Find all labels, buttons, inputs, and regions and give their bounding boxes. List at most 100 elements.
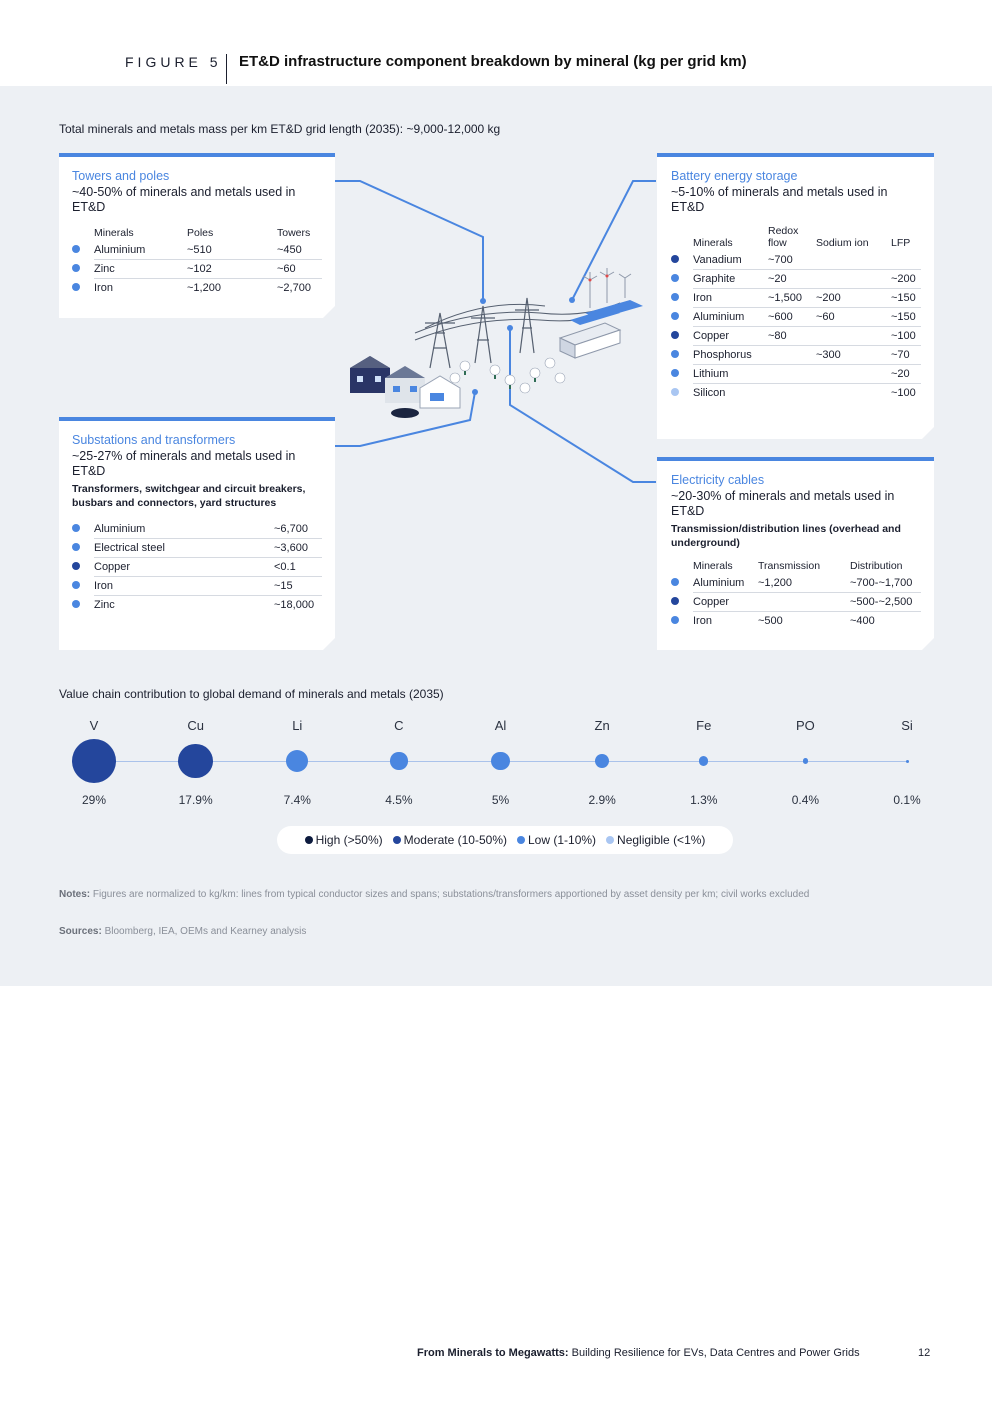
transmission-cell: ~1,200 (758, 574, 850, 593)
level-indicator (671, 612, 693, 631)
battery-subtitle: ~5-10% of minerals and metals used in ET… (671, 185, 888, 214)
level-dot-icon (72, 562, 80, 570)
battery-title: Battery energy storage (671, 169, 798, 183)
level-dot-icon (671, 293, 679, 301)
level-dot-icon (72, 282, 80, 291)
mineral-cell: Copper (94, 557, 274, 577)
level-indicator (671, 574, 693, 593)
table-row: Lithium ~20 (671, 364, 921, 384)
contribution-percent: 0.4% (791, 793, 820, 807)
figure-title: ET&D infrastructure component breakdown … (239, 53, 747, 70)
mineral-symbol: Al (494, 718, 507, 733)
contribution-bubble (491, 751, 510, 771)
transmission-cell: ~500 (758, 615, 783, 627)
towers-cell: ~450 (277, 241, 322, 260)
level-dot-icon (72, 524, 80, 533)
mineral-cell: Silicon (693, 387, 726, 399)
column-header: Minerals (693, 560, 733, 572)
legend-label: High (>50%) (315, 833, 383, 847)
mineral-cell: Aluminium (94, 241, 187, 260)
card-notch (323, 306, 335, 318)
table-row: Iron ~1,200 ~2,700 (72, 279, 322, 298)
substations-title: Substations and transformers (72, 433, 236, 447)
towers-poles-subtitle: ~40-50% of minerals and metals used in E… (72, 185, 296, 214)
contribution-bubble (802, 758, 808, 764)
mineral-cell: Iron (693, 288, 768, 308)
contribution-percent: 0.1% (893, 793, 921, 807)
sodium-cell (816, 384, 891, 403)
mineral-cell: Copper (693, 326, 768, 346)
redox-cell: ~700 (768, 251, 816, 270)
column-header: LFP (891, 237, 911, 249)
level-indicator (671, 289, 693, 308)
legend-dot-icon (304, 836, 313, 844)
legend-item: Low (1-10%) (517, 833, 596, 847)
level-dot-icon (671, 331, 679, 339)
contribution-percent: 4.5% (385, 793, 413, 807)
table-row: Copper ~500-~2,500 (671, 592, 921, 612)
contribution-bubble (72, 739, 116, 783)
redox-cell: ~600 (768, 307, 816, 327)
contribution-bubble (905, 759, 909, 763)
value-chain-title: Value chain contribution to global deman… (59, 687, 444, 701)
value-cell: ~6,700 (274, 520, 322, 539)
column-header: Poles (187, 227, 214, 239)
level-dot-icon (671, 369, 679, 377)
card-notch (922, 427, 934, 439)
legend-label: Negligible (<1%) (617, 833, 706, 847)
contribution-bubble (286, 749, 309, 773)
poles-cell: ~1,200 (187, 282, 221, 294)
contribution-percent: 5% (491, 793, 510, 807)
table-row: Vanadium ~700 (671, 251, 921, 270)
redox-cell: ~1,500 (768, 288, 816, 308)
contribution-percent: 1.3% (690, 793, 718, 807)
column-header: Minerals (94, 227, 134, 239)
distribution-cell: ~500-~2,500 (850, 592, 921, 612)
contribution-percent: 29% (81, 793, 107, 807)
page-number: 12 (918, 1347, 931, 1359)
mineral-cell: Electrical steel (94, 538, 274, 558)
mineral-symbol: PO (795, 718, 815, 733)
substations-card: Substations and transformers ~25-27% of … (59, 417, 335, 650)
substations-description: Transformers, switchgear and circuit bre… (72, 483, 306, 509)
lfp-cell: ~100 (891, 387, 916, 399)
contribution-percent: 2.9% (588, 793, 616, 807)
redox-cell (768, 384, 816, 403)
figure-divider (226, 54, 227, 84)
lfp-cell: ~70 (891, 345, 921, 365)
poles-cell: ~102 (187, 259, 277, 279)
column-header: Towers (277, 227, 311, 239)
sodium-cell: ~60 (816, 307, 891, 327)
level-dot-icon (671, 312, 679, 320)
transmission-cell (758, 592, 850, 612)
contribution-percent: 7.4% (283, 793, 311, 807)
sources-label: Sources: (59, 926, 102, 937)
level-indicator (72, 577, 94, 596)
table-row: Zinc ~102 ~60 (72, 259, 322, 279)
mineral-cell: Iron (693, 615, 712, 627)
redox-cell: ~20 (768, 269, 816, 289)
level-dot-icon (72, 264, 80, 272)
mineral-cell: Lithium (693, 364, 768, 384)
table-row: Aluminium ~1,200 ~700-~1,700 (671, 574, 921, 593)
cables-title: Electricity cables (671, 473, 765, 487)
table-row: Iron ~500 ~400 (671, 612, 921, 631)
level-indicator (671, 308, 693, 327)
table-row: Graphite ~20 ~200 (671, 269, 921, 289)
towers-cell: ~2,700 (277, 282, 311, 294)
level-indicator (72, 596, 94, 615)
column-header: Redox flow (768, 225, 799, 249)
mineral-cell: Aluminium (94, 520, 274, 539)
mineral-cell: Aluminium (693, 574, 758, 593)
electricity-cables-card: Electricity cables ~20-30% of minerals a… (657, 457, 934, 650)
column-header: Distribution (850, 560, 903, 572)
level-indicator (72, 558, 94, 577)
contribution-bubble (178, 743, 213, 779)
level-indicator (671, 251, 693, 270)
level-dot-icon (72, 543, 80, 551)
mineral-cell: Zinc (94, 259, 187, 279)
level-dot-icon (72, 581, 80, 589)
contribution-bubble (595, 754, 610, 768)
legend-label: Low (1-10%) (528, 833, 597, 847)
level-dot-icon (72, 245, 80, 254)
